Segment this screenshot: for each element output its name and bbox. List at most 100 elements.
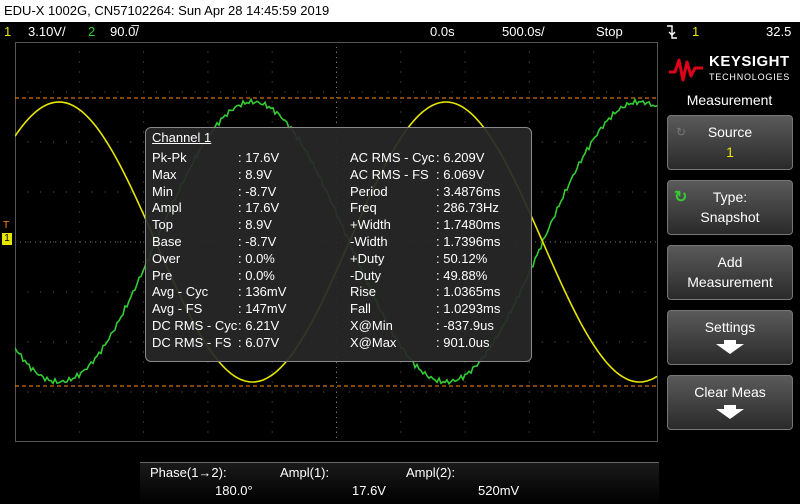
trigger-falling-edge-icon — [666, 24, 678, 46]
run-state: Stop — [596, 24, 623, 39]
trigger-channel[interactable]: 1 — [692, 24, 700, 39]
measurement-value: : 6.21V — [238, 318, 280, 333]
menu-title: Measurement — [686, 92, 773, 108]
measurement-row: Base : -8.7V -Width : 1.7396ms — [146, 234, 531, 251]
measurement-name: X@Min — [350, 318, 393, 333]
measurement-name: Over — [152, 250, 181, 266]
measurement-row: Max : 8.9V AC RMS - FS : 6.069V — [146, 167, 531, 184]
measurement-value: : 8.9V — [238, 166, 272, 182]
phase-label: Phase(1→2): — [150, 465, 227, 480]
measurement-name: -Width — [350, 234, 388, 249]
submenu-arrow-icon — [716, 409, 744, 419]
submenu-arrow-icon — [724, 340, 736, 344]
keysight-wave-icon — [669, 58, 703, 82]
type-label: Type: — [712, 189, 748, 205]
ampl1-value: 17.6V — [352, 483, 386, 498]
measurement-panel-header: Channel 1 — [152, 130, 212, 145]
measurement-value: : 0.0% — [238, 267, 275, 283]
measurement-value: : 6.209V — [436, 150, 485, 165]
submenu-arrow-icon — [716, 344, 744, 354]
measurement-name: Avg - Cyc — [152, 284, 209, 300]
add-measurement-softkey[interactable]: Add Measurement — [667, 245, 793, 300]
status-bar: 1 3.10V/ 2 90.0̅/ 0.0s 500.0s/ Stop 1 32… — [0, 22, 800, 42]
submenu-arrow-icon — [724, 405, 736, 409]
measurement-value: : 8.9V — [238, 217, 272, 233]
clear-meas-label: Clear Meas — [694, 384, 766, 400]
measurement-row: Top: 8.9V +Width: 1.7480ms — [146, 217, 531, 234]
ampl2-label: Ampl(2): — [406, 465, 456, 480]
keysight-logo: KEYSIGHT TECHNOLOGIES — [667, 50, 795, 88]
brand-name: KEYSIGHT — [709, 53, 790, 70]
measurement-value: : 49.88% — [436, 267, 488, 283]
measurement-name: DC RMS - FS — [152, 334, 232, 350]
ch2-number[interactable]: 2 — [88, 24, 96, 39]
measurement-name: Avg - FS — [152, 301, 203, 317]
measurement-value: : 17.6V — [238, 200, 280, 216]
measurement-value: : 6.069V — [436, 166, 485, 182]
type-value: Snapshot — [700, 209, 760, 225]
measurement-name: Rise — [350, 284, 377, 300]
measurement-value: : 286.73Hz — [436, 200, 499, 216]
add-label-measurement: Measurement — [687, 274, 773, 290]
softkey-sidebar: KEYSIGHT TECHNOLOGIES Measurement ↻ Sour… — [659, 42, 800, 503]
measurement-row: DC RMS - FS: 6.07V X@Max: 901.0us — [146, 335, 531, 352]
measurement-name: +Width — [350, 217, 391, 233]
measurement-name: Fall — [350, 301, 371, 317]
measurement-name: Min — [152, 183, 173, 199]
ch2-scale[interactable]: 90.0̅/ — [110, 24, 139, 39]
measurement-row: Pre: 0.0% -Duty: 49.88% — [146, 268, 531, 285]
trigger-level-marker[interactable]: T — [3, 220, 10, 231]
ch1-scale[interactable]: 3.10V/ — [28, 24, 66, 39]
measurement-name: +Duty — [350, 250, 385, 266]
brand-subtitle: TECHNOLOGIES — [709, 72, 791, 82]
timebase-scale[interactable]: 500.0s/ — [502, 24, 545, 39]
measurement-row: Pk-Pk : 17.6V AC RMS - Cyc: 6.209V — [146, 150, 531, 167]
horizontal-delay[interactable]: 0.0s — [430, 24, 455, 39]
ch1-number[interactable]: 1 — [4, 24, 12, 39]
settings-softkey[interactable]: Settings — [667, 310, 793, 365]
type-softkey[interactable]: ↻ Type: Snapshot — [667, 180, 793, 235]
measurement-value: : -837.9us — [436, 318, 494, 333]
measurement-name: AC RMS - Cyc — [350, 150, 435, 165]
graticule — [14, 41, 658, 443]
measurement-value: : 147mV — [238, 301, 287, 317]
measurement-value: : 0.0% — [238, 250, 275, 266]
source-softkey[interactable]: ↻ Source 1 — [667, 115, 793, 170]
measurement-name: AC RMS - FS — [350, 166, 429, 182]
measurement-value: : 1.7396ms — [436, 234, 501, 249]
measurement-row: Min: -8.7V Period: 3.4876ms — [146, 184, 531, 201]
add-label: Add — [717, 254, 743, 270]
ampl1-label: Ampl(1): — [280, 465, 330, 480]
measurement-value: : 136mV — [238, 284, 287, 300]
source-label: Source — [707, 124, 753, 140]
measurement-name: DC RMS - Cyc — [152, 318, 238, 333]
measurement-name: Pre — [152, 267, 173, 283]
rotate-icon: ↻ — [676, 125, 687, 139]
measurement-value: : -8.7V — [238, 234, 277, 249]
measurement-name: Pk-Pk — [152, 150, 187, 165]
phase-value: 180.0° — [215, 483, 253, 498]
trigger-level[interactable]: 32.5 — [766, 24, 792, 39]
measurement-name: Period — [350, 183, 388, 199]
rotate-icon: ↻ — [674, 189, 688, 206]
measurement-readout-bar: Phase(1→2): 180.0° Ampl(1): 17.6V Ampl(2… — [0, 462, 659, 504]
measurement-row: Avg - Cyc : 136mV Rise : 1.0365ms — [146, 284, 531, 301]
measurement-value: : 3.4876ms — [436, 183, 501, 199]
measurement-row: DC RMS - Cyc: 6.21V X@Min : -837.9us — [146, 318, 531, 335]
measurement-row: Ampl: 17.6V Freq: 286.73Hz — [146, 200, 531, 217]
ampl2-value: 520mV — [478, 483, 520, 498]
measurement-name: Base — [152, 234, 182, 249]
measurement-value: : 17.6V — [238, 150, 280, 165]
measurement-name: Max — [152, 166, 177, 182]
measurement-row: Over: 0.0% +Duty: 50.12% — [146, 251, 531, 268]
source-value: 1 — [726, 144, 734, 160]
measurement-panel: Channel 1 Pk-Pk : 17.6V AC RMS - Cyc: 6.20… — [145, 127, 532, 362]
ch1-ground-marker[interactable]: 1 — [2, 233, 12, 245]
measurement-value: : 1.7480ms — [436, 217, 501, 233]
measurement-name: Freq — [350, 200, 377, 216]
measurement-value: : 6.07V — [238, 334, 280, 350]
measurement-value: : 1.0293ms — [436, 301, 501, 317]
measurement-value: : 1.0365ms — [436, 284, 501, 300]
clear-meas-softkey[interactable]: Clear Meas — [667, 375, 793, 430]
window-title: EDU-X 1002G, CN57102264: Sun Apr 28 14:4… — [0, 0, 800, 22]
